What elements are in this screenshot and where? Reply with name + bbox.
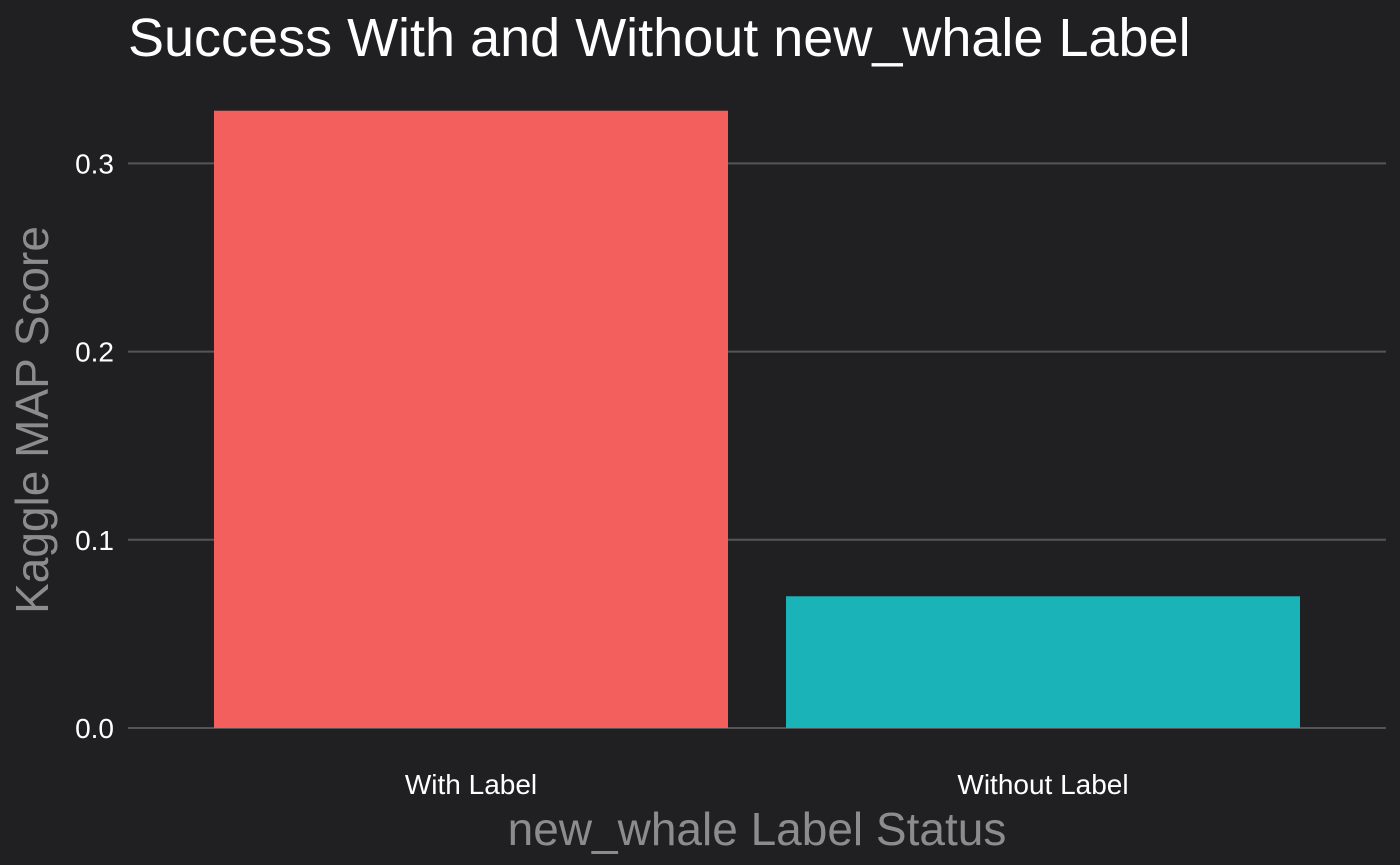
bars bbox=[214, 110, 1300, 729]
x-tick-label: With Label bbox=[405, 769, 537, 800]
x-axis-ticks: With Label Without Label bbox=[405, 769, 1129, 800]
y-tick-label: 0.2 bbox=[75, 337, 114, 368]
y-axis-ticks: 0.0 0.1 0.2 0.3 bbox=[75, 148, 114, 744]
y-tick-label: 0.3 bbox=[75, 148, 114, 179]
x-axis-title: new_whale Label Status bbox=[508, 803, 1007, 855]
y-axis-title: Kaggle MAP Score bbox=[6, 226, 58, 614]
chart-title: Success With and Without new_whale Label bbox=[128, 8, 1191, 68]
y-tick-label: 0.1 bbox=[75, 525, 114, 556]
bar-with-label bbox=[214, 110, 728, 729]
x-tick-label: Without Label bbox=[957, 769, 1128, 800]
bar-without-label bbox=[786, 596, 1300, 728]
y-tick-label: 0.0 bbox=[75, 713, 114, 744]
